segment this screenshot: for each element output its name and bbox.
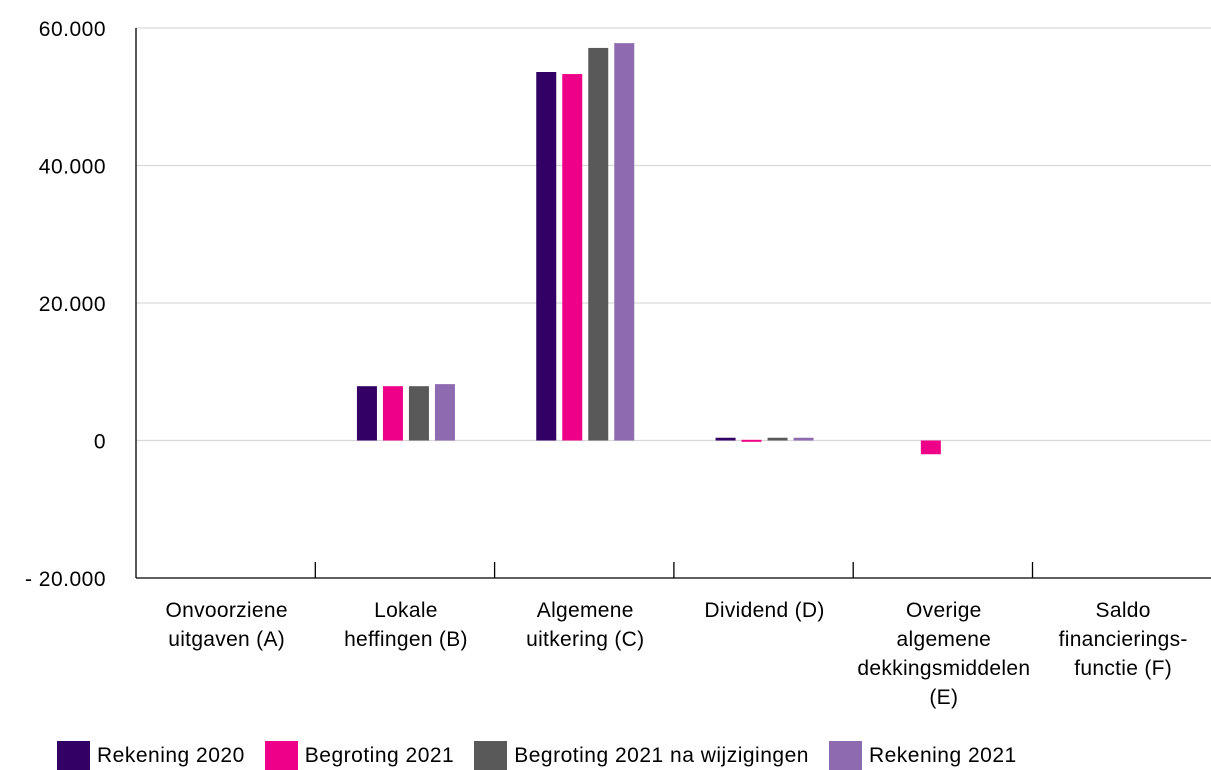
y-tick-label: 40.000 bbox=[39, 156, 106, 179]
legend-label: Rekening 2020 bbox=[97, 743, 245, 767]
y-tick-label: 20.000 bbox=[39, 293, 106, 316]
bar bbox=[741, 439, 762, 442]
bar bbox=[356, 386, 377, 441]
x-category-label: heffingen (B) bbox=[344, 628, 468, 651]
x-category-label: uitgaven (A) bbox=[168, 628, 285, 651]
bar bbox=[434, 384, 455, 441]
legend-swatch bbox=[57, 741, 90, 770]
bar bbox=[536, 72, 557, 441]
bar bbox=[588, 47, 609, 441]
legend-label: Rekening 2021 bbox=[868, 743, 1017, 767]
x-category-label: Algemene bbox=[537, 599, 634, 622]
bar bbox=[614, 43, 635, 441]
bar bbox=[793, 437, 814, 441]
x-category-label: Lokale bbox=[374, 599, 438, 622]
legend: Rekening 2020 Begroting 2021 Begroting 202… bbox=[57, 741, 1037, 770]
x-category-label: Onvoorziene bbox=[165, 599, 287, 622]
legend-item: Rekening 2021 bbox=[828, 741, 1017, 770]
legend-swatch bbox=[264, 741, 298, 770]
axes bbox=[135, 28, 1211, 579]
x-category-label: algemene bbox=[897, 628, 992, 651]
legend-label: Begroting 2021 na wijzigingen bbox=[514, 743, 809, 767]
x-category-label: functie (F) bbox=[1074, 657, 1172, 680]
x-category-label: Dividend (D) bbox=[704, 599, 824, 622]
bar bbox=[562, 74, 583, 441]
x-category-label: Overige bbox=[906, 599, 982, 622]
bar bbox=[408, 386, 429, 441]
x-category-label: financierings- bbox=[1059, 628, 1188, 651]
bar bbox=[920, 440, 941, 455]
bar-chart: - 20.000 0 20.000 40.000 60.000 Onvoorziene u… bbox=[25, 18, 1211, 709]
legend-item: Rekening 2020 bbox=[57, 741, 245, 770]
gridlines bbox=[136, 27, 1211, 442]
x-axis-category-labels: Onvoorziene uitgaven (A) Lokale heffingen (… bbox=[165, 599, 1187, 709]
y-tick-label: - 20.000 bbox=[25, 568, 106, 591]
bar bbox=[382, 386, 403, 441]
y-tick-label: 60.000 bbox=[39, 18, 106, 41]
bars bbox=[356, 43, 941, 455]
y-tick-label: 0 bbox=[94, 431, 106, 454]
legend-swatch bbox=[828, 741, 862, 770]
x-category-label: uitkering (C) bbox=[526, 628, 644, 651]
bar bbox=[767, 437, 788, 441]
legend-label: Begroting 2021 bbox=[304, 743, 455, 767]
bar bbox=[715, 437, 736, 441]
x-category-label: Saldo bbox=[1096, 599, 1151, 622]
x-category-label: dekkingsmiddelen bbox=[857, 657, 1030, 680]
legend-item: Begroting 2021 bbox=[264, 741, 455, 770]
legend-item: Begroting 2021 na wijzigingen bbox=[474, 741, 809, 770]
y-axis-tick-labels: - 20.000 0 20.000 40.000 60.000 bbox=[25, 18, 106, 591]
x-category-label: (E) bbox=[929, 686, 958, 709]
legend-swatch bbox=[474, 741, 508, 770]
